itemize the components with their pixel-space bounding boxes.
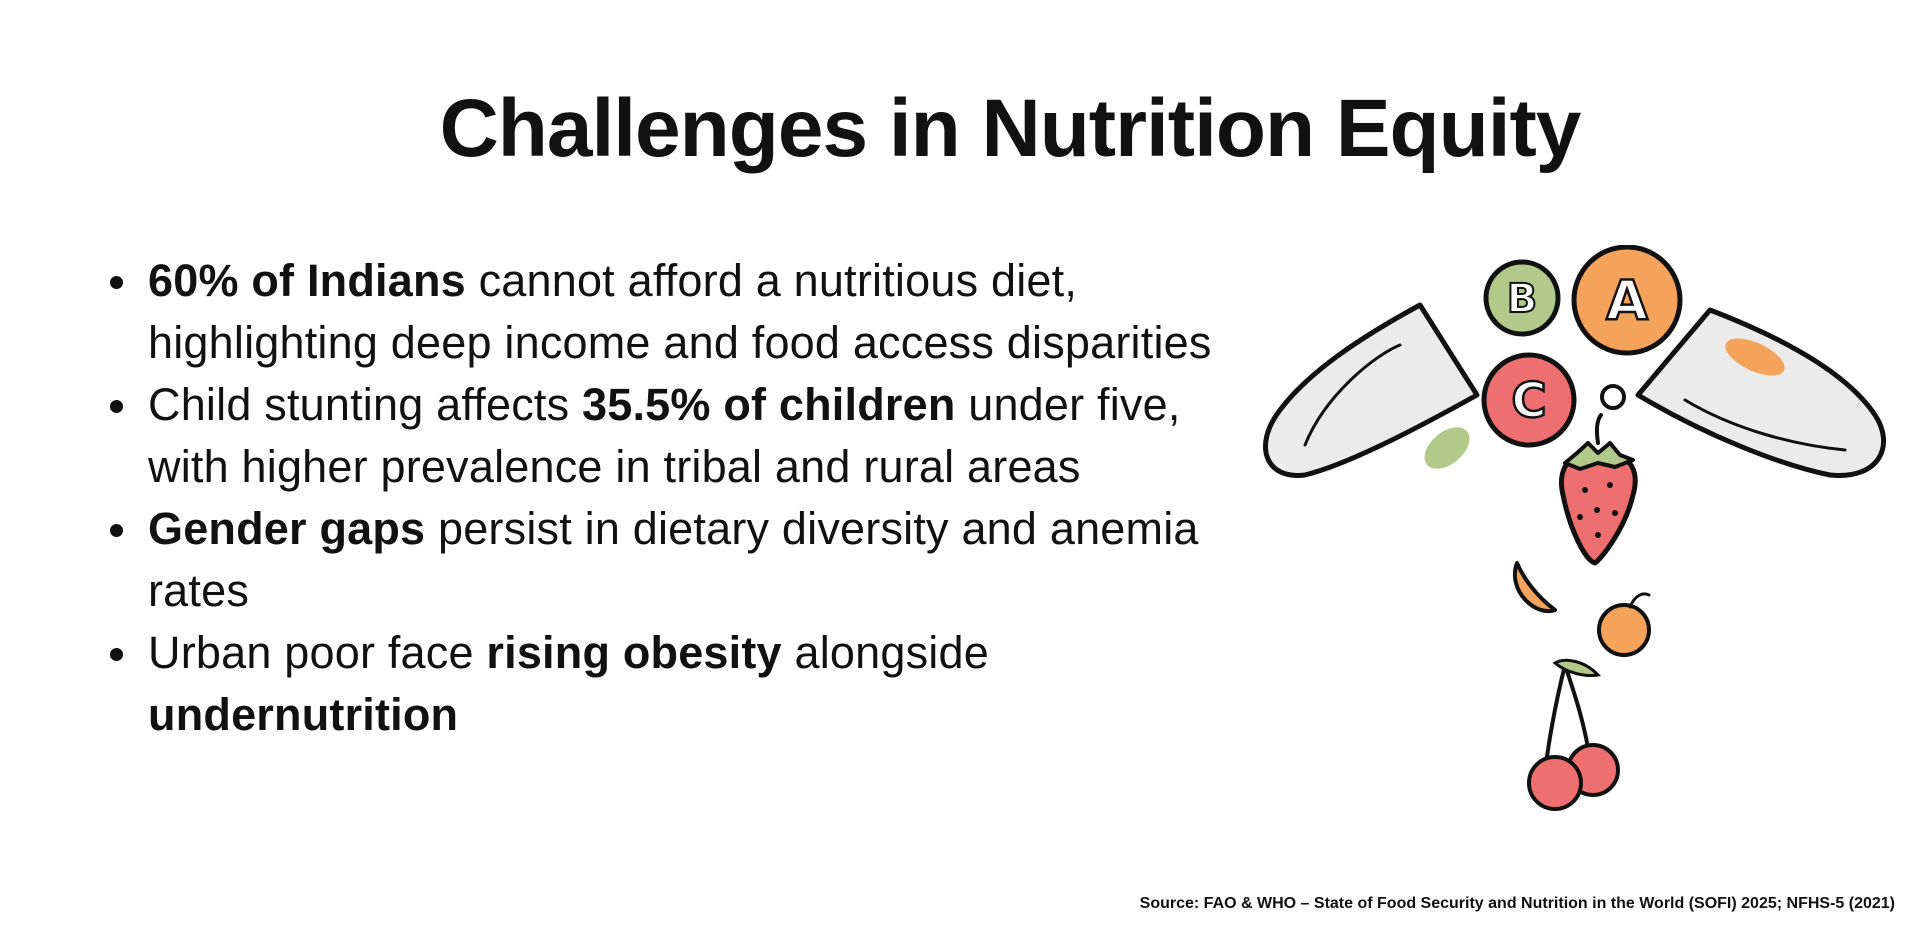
capsule-icon <box>1263 302 1480 478</box>
bullet-text: alongside <box>781 627 989 678</box>
vitamin-c-label: C <box>1511 373 1546 429</box>
strawberry-icon <box>1559 413 1638 566</box>
vitamin-capsule-illustration: B A C <box>1263 245 1886 811</box>
bullet-highlight: 60% of Indians <box>148 255 466 306</box>
bullet-highlight: rising obesity <box>486 627 782 678</box>
vitamin-b-label: B <box>1507 276 1538 322</box>
bullet-dot <box>110 400 123 413</box>
bullet-highlight: 35.5% of children <box>582 379 956 430</box>
bullet-item: Gender gaps persist in dietary diversity… <box>102 498 1222 622</box>
bubble-icon <box>1600 384 1626 410</box>
vitamin-a-icon: A <box>1571 245 1683 356</box>
bullet-text: Child stunting affects <box>148 379 583 430</box>
capsule-icon <box>1635 307 1886 478</box>
page-title: Challenges in Nutrition Equity <box>439 83 1582 174</box>
bullet-item: Child stunting affects 35.5% of children… <box>102 374 1222 498</box>
orange-icon <box>1597 592 1651 657</box>
orange-slice-icon <box>1513 561 1557 614</box>
bullet-dot <box>110 276 123 289</box>
bullet-item: Urban poor face rising obesity alongside… <box>102 622 1222 746</box>
bullet-list: 60% of Indians cannot afford a nutritiou… <box>102 250 1222 746</box>
vitamin-b-icon: B <box>1483 259 1561 337</box>
bullet-item: 60% of Indians cannot afford a nutritiou… <box>102 250 1222 374</box>
bullet-text: cannot afford a nutritious diet, highlig… <box>148 255 1212 368</box>
bullet-highlight: undernutrition <box>148 689 459 740</box>
source-citation: Source: FAO & WHO – State of Food Securi… <box>1139 895 1895 912</box>
bullet-highlight: Gender gaps <box>148 503 426 554</box>
bullet-text: under five, with higher prevalence in tr… <box>148 379 1181 492</box>
vitamin-c-icon: C <box>1481 352 1577 448</box>
bullet-text: Urban poor face <box>148 627 487 678</box>
cherries-icon <box>1527 658 1620 811</box>
vitamin-a-label: A <box>1606 269 1648 332</box>
bullet-dot <box>110 648 123 661</box>
bullet-dot <box>110 524 123 537</box>
bullet-text: persist in dietary diversity and anemia … <box>148 503 1199 616</box>
